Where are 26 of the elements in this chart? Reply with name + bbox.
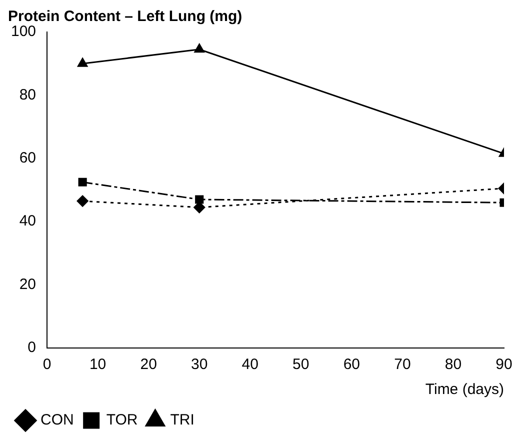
y-tick-label: 20 [19,276,36,293]
x-tick-label: 50 [292,356,310,374]
legend-label: TRI [170,412,194,429]
legend-label: TOR [106,412,138,429]
x-tick-label: 80 [444,356,462,374]
x-tick-label: 90 [496,356,512,374]
x-tick-label: 0 [42,356,52,374]
point [77,58,88,67]
point [76,195,88,207]
legend-label: CON [40,412,74,429]
y-tick-label: 0 [28,339,36,356]
point [78,178,87,186]
y-tick-label: 100 [10,23,36,40]
x-tick-label: 40 [242,356,258,374]
x-tick-label: 60 [343,356,360,374]
x-tick-label: 30 [191,356,208,374]
x-tick-label: 70 [394,356,411,374]
y-tick-label: 60 [19,150,36,167]
y-tick-label: 80 [19,86,36,104]
point [194,44,204,53]
point [195,195,204,204]
x-tick-label: 10 [89,356,106,374]
chart-title: Protein Content – Left Lung (mg) [8,8,242,26]
x-axis-title: Time (days) [425,381,504,398]
y-tick-label: 40 [19,212,36,230]
x-tick-label: 20 [140,356,157,374]
